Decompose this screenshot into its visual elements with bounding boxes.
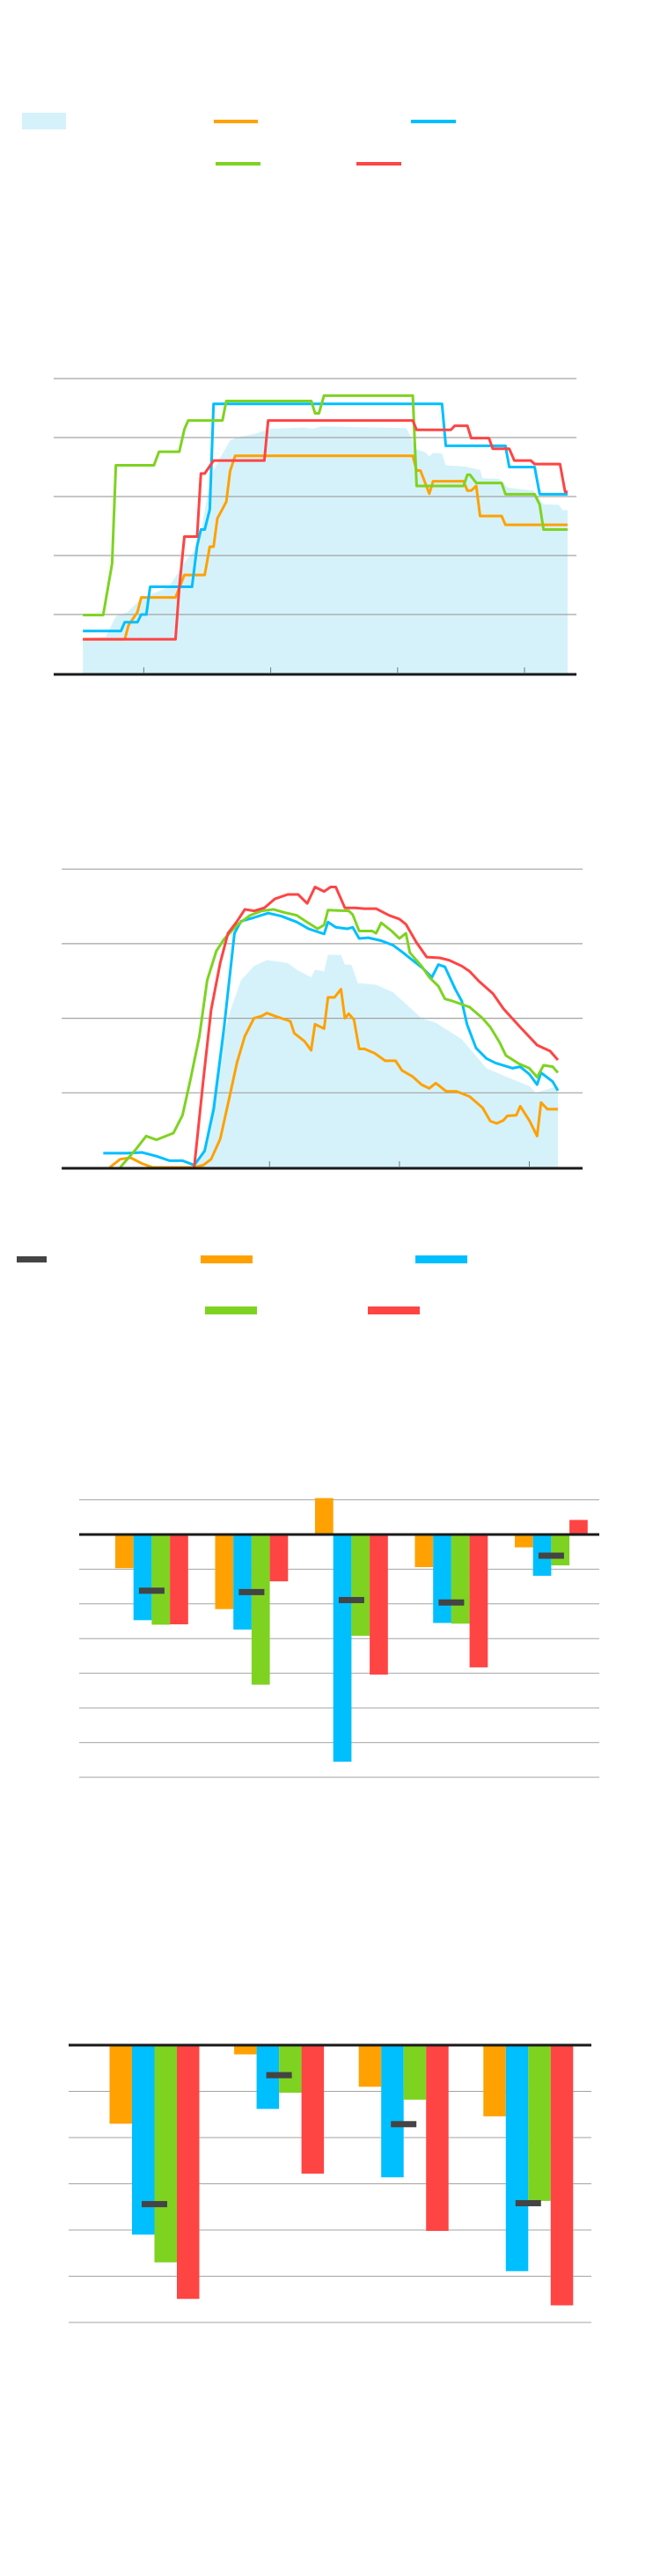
average-marker-group-2 [238, 1588, 265, 1595]
line-series-3 [83, 394, 568, 617]
area-series [194, 954, 558, 1167]
legend-swatch-orange-bar [201, 1255, 253, 1263]
line-series-2 [83, 402, 568, 633]
average-marker-group-2 [266, 2072, 292, 2079]
line-chart-2 [62, 868, 583, 1170]
legend-swatch-blue-bar [415, 1255, 467, 1263]
bar-series-3-group-1 [154, 2045, 177, 2263]
line-series-1 [108, 988, 558, 1169]
bar-series-2-group-2 [233, 1535, 252, 1630]
bar-series-1-group-2 [215, 1535, 234, 1609]
bar-chart-1 [79, 1498, 599, 1778]
bar-series-3-group-2 [251, 1535, 270, 1685]
bar-series-3-group-3 [403, 2045, 427, 2100]
bar-series-4-group-2 [301, 2045, 325, 2174]
bar-series-3-group-3 [351, 1535, 370, 1637]
average-marker-group-1 [138, 1587, 165, 1594]
bar-series-1-group-1 [109, 2045, 132, 2124]
legend-swatch-green-bar [205, 1306, 257, 1314]
bar-series-2-group-3 [333, 1535, 352, 1763]
bar-series-4-group-3 [370, 1535, 388, 1675]
line-series-2 [103, 911, 560, 1167]
bar-series-3-group-1 [151, 1535, 171, 1625]
bar-series-4-group-2 [269, 1535, 289, 1582]
bar-series-4-group-1 [170, 1535, 188, 1625]
bar-series-1-group-5 [515, 1535, 533, 1548]
line-series-1 [83, 454, 568, 641]
average-marker-group-1 [142, 2201, 167, 2208]
average-marker-group-3 [338, 1596, 364, 1603]
legend-swatch-area [22, 113, 66, 129]
legend-swatch-average-marker [17, 1256, 47, 1262]
bar-series-2-group-1 [133, 1535, 152, 1621]
line-series-3 [119, 908, 560, 1168]
legend-swatch-red-line [356, 162, 401, 166]
bar-series-2-group-3 [381, 2045, 404, 2178]
bar-series-2-group-4 [505, 2045, 529, 2271]
line-chart-1 [54, 378, 577, 676]
bar-series-3-group-2 [279, 2045, 302, 2094]
line-series-4 [83, 419, 568, 641]
bar-series-4-group-4 [550, 2045, 574, 2306]
line-series-4 [193, 886, 560, 1168]
area-series [83, 426, 568, 673]
bar-series-4-group-5 [569, 1520, 588, 1535]
bar-series-4-group-4 [469, 1535, 488, 1667]
average-marker-group-3 [391, 2121, 417, 2128]
bar-series-1-group-2 [234, 2045, 257, 2055]
bar-series-1-group-1 [115, 1535, 134, 1569]
average-marker-group-4 [438, 1599, 465, 1606]
bar-series-1-group-3 [358, 2045, 382, 2087]
bar-series-1-group-3 [315, 1498, 334, 1535]
bar-series-4-group-3 [426, 2045, 449, 2232]
legend-swatch-orange-line [214, 120, 258, 123]
bar-chart-2 [69, 2043, 591, 2323]
bar-series-3-group-4 [528, 2045, 551, 2201]
legend-swatch-green-line [216, 162, 260, 166]
average-marker-group-5 [538, 1552, 564, 1559]
bar-series-4-group-1 [177, 2045, 200, 2300]
bar-series-1-group-4 [483, 2045, 506, 2116]
legend-swatch-blue-line [411, 120, 456, 123]
bar-series-1-group-4 [414, 1535, 434, 1568]
average-marker-group-4 [515, 2200, 541, 2207]
legend-swatch-red-bar [368, 1306, 420, 1314]
